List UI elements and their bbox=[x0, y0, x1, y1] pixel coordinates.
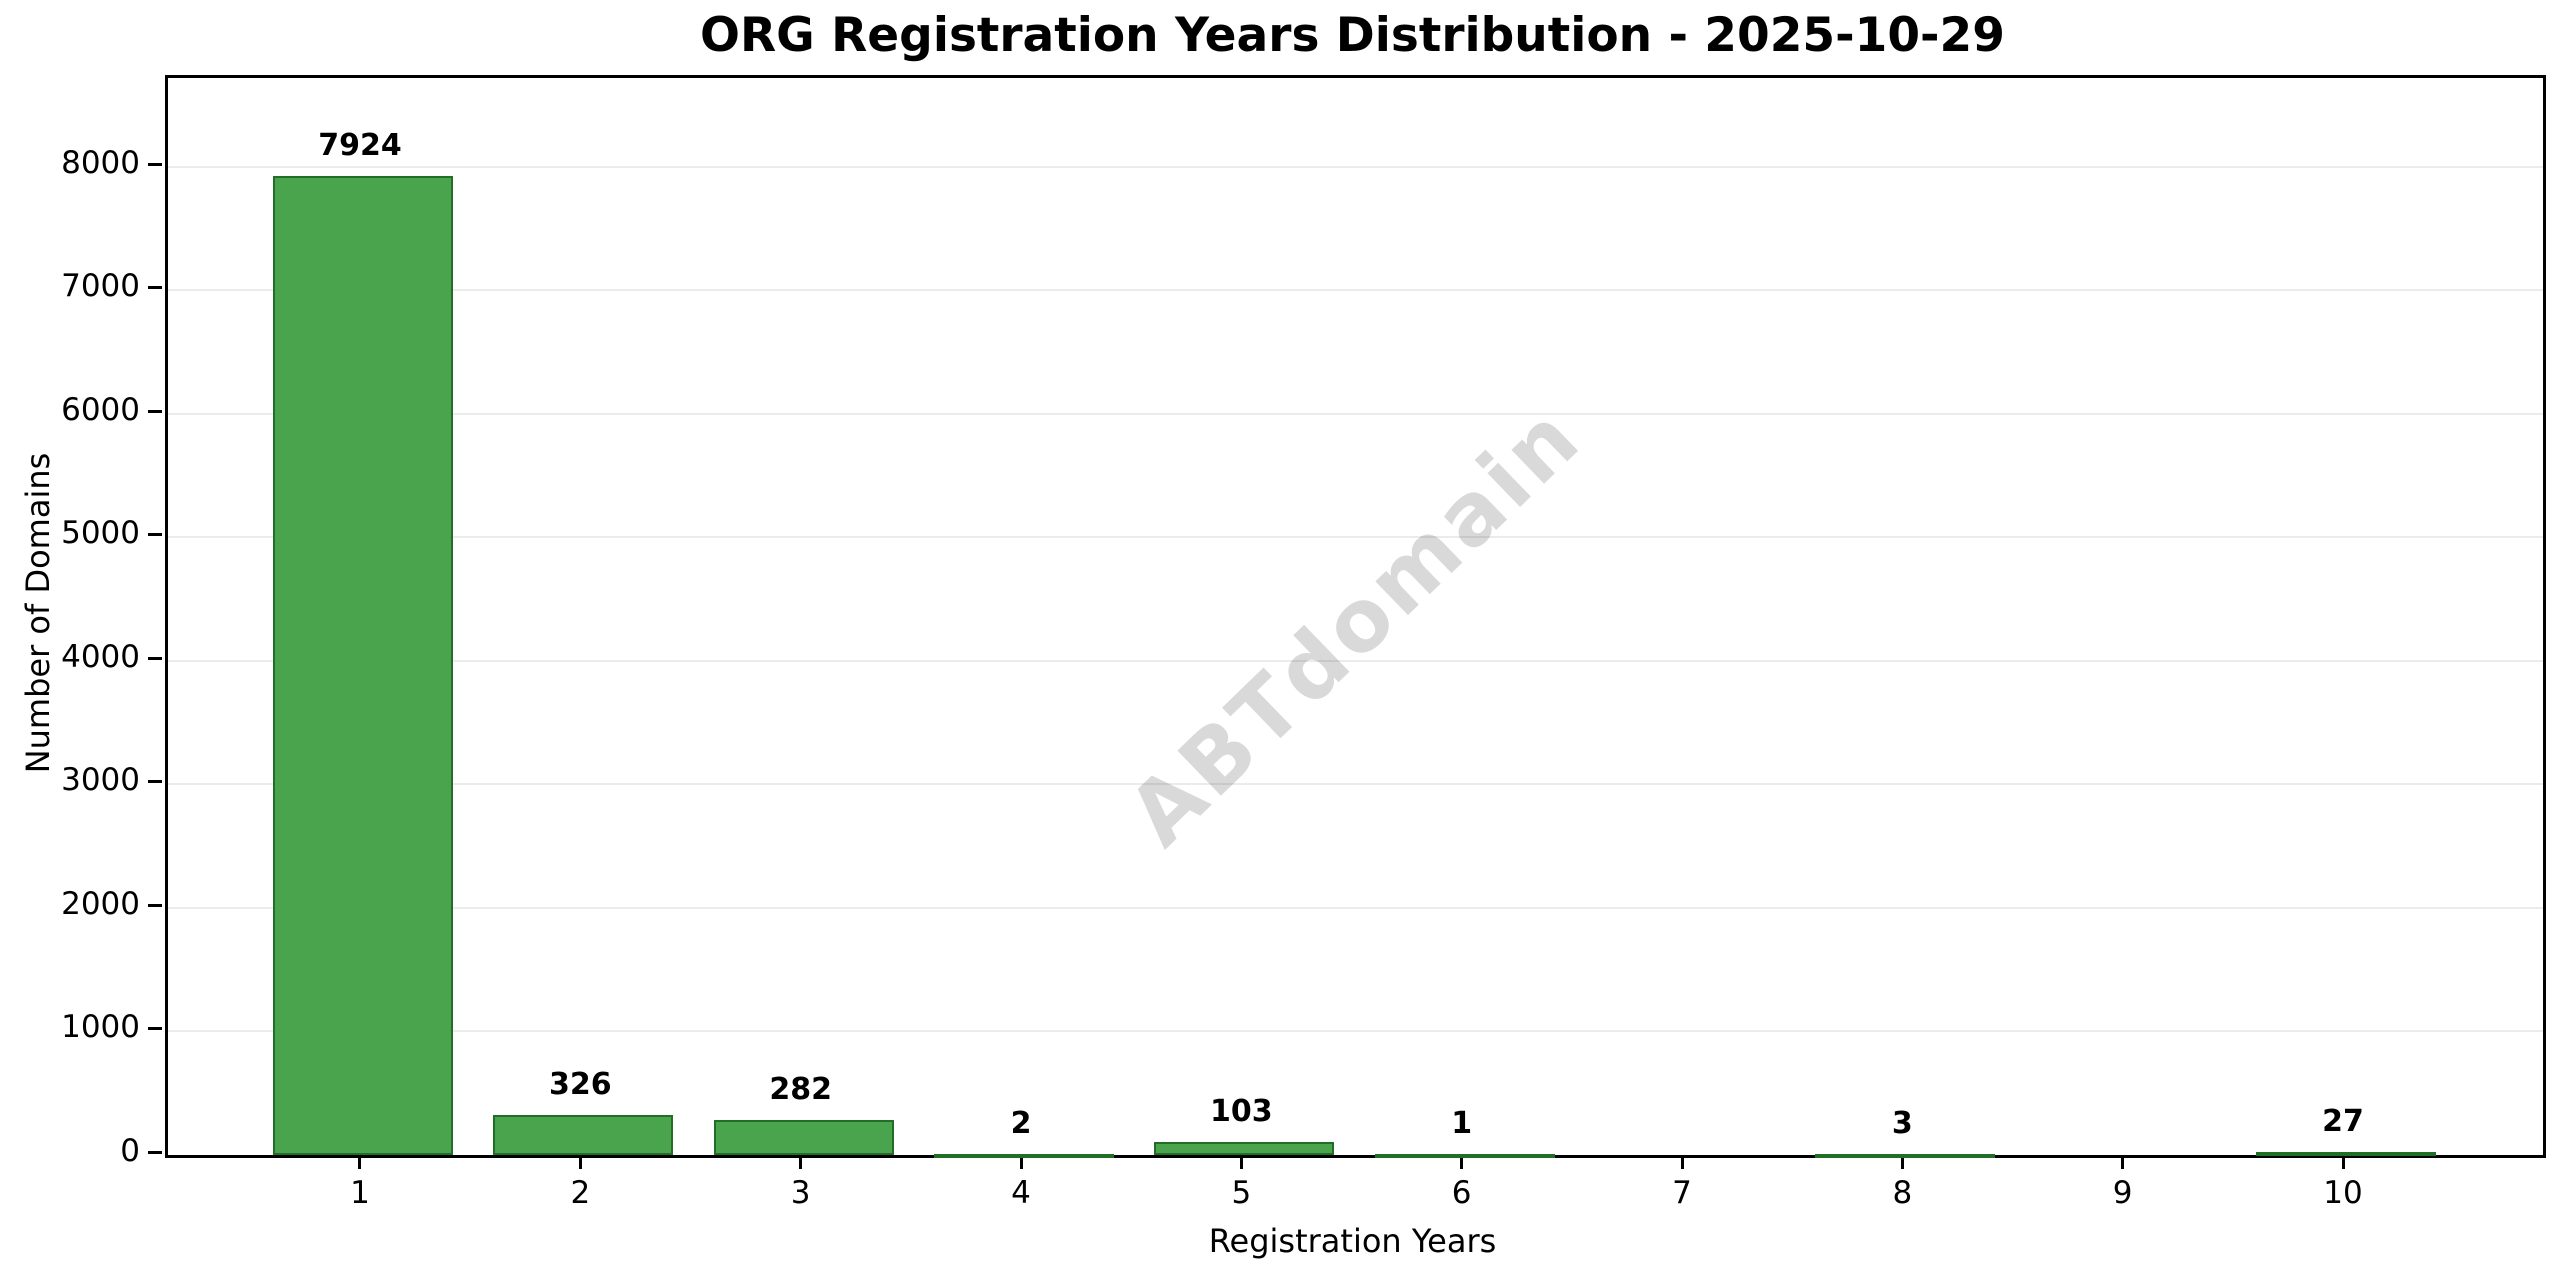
y-tick-mark bbox=[148, 1027, 162, 1031]
x-tick-mark bbox=[1460, 1155, 1464, 1169]
y-tick-label: 3000 bbox=[61, 762, 140, 799]
x-tick-mark bbox=[578, 1155, 582, 1169]
y-tick-label: 5000 bbox=[61, 515, 140, 552]
bar-year-10 bbox=[2256, 1151, 2437, 1156]
y-tick-label: 2000 bbox=[61, 885, 140, 922]
y-tick-mark bbox=[148, 409, 162, 413]
x-tick-mark bbox=[2121, 1155, 2125, 1169]
x-tick-mark bbox=[799, 1155, 803, 1169]
bar-year-2 bbox=[493, 1114, 674, 1155]
y-tick-label: 6000 bbox=[61, 391, 140, 428]
x-tick-label: 5 bbox=[1231, 1175, 1252, 1211]
y-tick-label: 0 bbox=[120, 1133, 140, 1169]
x-tick-label: 8 bbox=[1892, 1175, 1913, 1211]
bar-year-6 bbox=[1374, 1153, 1555, 1158]
x-tick-mark bbox=[1680, 1155, 1684, 1169]
y-tick-mark bbox=[148, 656, 162, 660]
x-tick-label: 7 bbox=[1672, 1175, 1692, 1211]
bar-value-label: 282 bbox=[769, 1072, 832, 1108]
chart-title: ORG Registration Years Distribution - 20… bbox=[700, 8, 2005, 63]
bar-value-label: 2 bbox=[1010, 1105, 1032, 1141]
x-tick-label: 6 bbox=[1451, 1175, 1472, 1211]
bar-value-label: 3 bbox=[1891, 1105, 1913, 1141]
y-tick-label: 1000 bbox=[61, 1009, 140, 1046]
x-tick-mark bbox=[1239, 1155, 1243, 1169]
bar-value-label: 27 bbox=[2322, 1103, 2364, 1139]
x-tick-label: 4 bbox=[1011, 1175, 1031, 1211]
bar-value-label: 326 bbox=[549, 1066, 612, 1102]
bar-value-label: 103 bbox=[1210, 1094, 1273, 1130]
x-tick-mark bbox=[358, 1155, 362, 1169]
bar-value-label: 7924 bbox=[318, 128, 402, 164]
x-tick-mark bbox=[1900, 1155, 1904, 1169]
bar-year-5 bbox=[1154, 1142, 1335, 1155]
x-tick-label: 3 bbox=[790, 1175, 811, 1211]
x-axis-label: Registration Years bbox=[1208, 1222, 1497, 1260]
y-tick-mark bbox=[148, 286, 162, 290]
x-tick-label: 1 bbox=[350, 1175, 370, 1211]
x-tick-mark bbox=[1019, 1155, 1023, 1169]
y-axis-label: Number of Domains bbox=[19, 452, 57, 774]
x-tick-mark bbox=[2341, 1155, 2345, 1169]
x-tick-label: 10 bbox=[2323, 1175, 2363, 1211]
gridline bbox=[168, 289, 2543, 292]
gridline bbox=[168, 659, 2543, 662]
watermark-text: ABTdomain bbox=[1109, 386, 1601, 866]
y-tick-mark bbox=[148, 533, 162, 537]
bar-year-4 bbox=[934, 1153, 1114, 1158]
y-tick-label: 8000 bbox=[61, 144, 140, 181]
bar-year-8 bbox=[1815, 1153, 1996, 1158]
x-tick-label: 9 bbox=[2112, 1175, 2133, 1211]
bar-year-3 bbox=[713, 1120, 894, 1155]
gridline bbox=[168, 536, 2543, 539]
y-tick-mark bbox=[148, 903, 162, 907]
y-tick-mark bbox=[148, 1151, 162, 1154]
plot-area: ABTdomain bbox=[165, 75, 2546, 1158]
y-tick-mark bbox=[148, 162, 162, 166]
gridline bbox=[168, 165, 2543, 168]
y-tick-label: 4000 bbox=[61, 638, 140, 675]
gridline bbox=[168, 1030, 2543, 1033]
x-tick-label: 2 bbox=[570, 1175, 591, 1211]
y-tick-label: 7000 bbox=[61, 268, 140, 305]
bar-value-label: 1 bbox=[1451, 1105, 1473, 1141]
gridline bbox=[168, 906, 2543, 909]
gridline bbox=[168, 412, 2543, 415]
bar-year-1 bbox=[272, 176, 453, 1155]
gridline bbox=[168, 783, 2543, 786]
y-tick-mark bbox=[148, 780, 162, 784]
